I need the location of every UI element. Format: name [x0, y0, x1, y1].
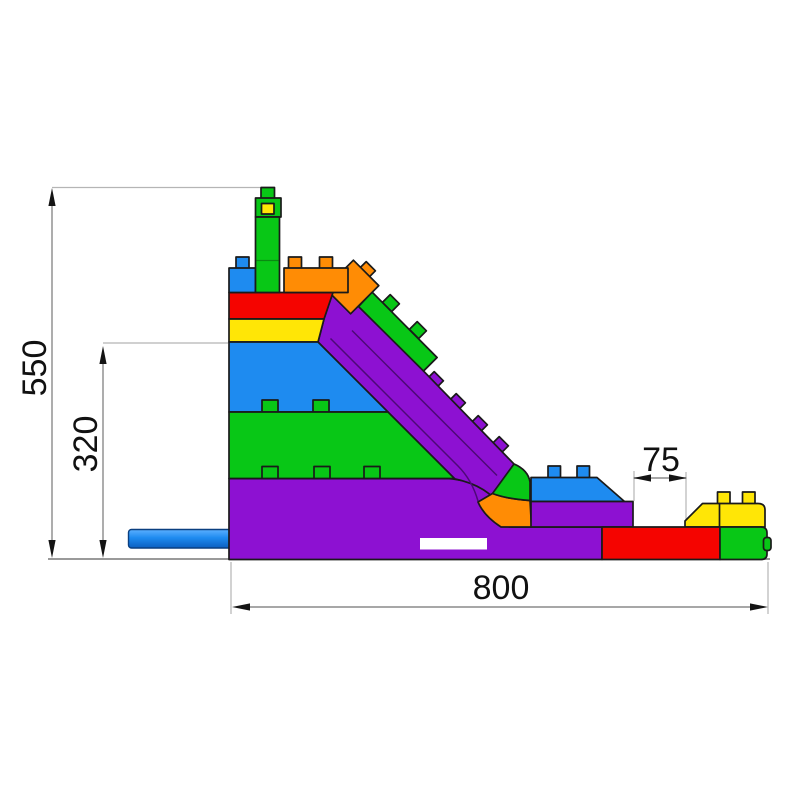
slide-ramp — [317, 259, 533, 528]
tower-chimney — [254, 186, 282, 294]
end-stud-icon — [741, 491, 756, 505]
dimension-extension-lines — [52, 186, 769, 614]
ramp-seam — [329, 337, 479, 502]
dimension-label-platform-height: 320 — [67, 416, 105, 473]
end-stud-icon — [716, 491, 731, 505]
arrowhead-up-icon — [99, 346, 107, 364]
runout-floor — [601, 491, 772, 561]
dimension-label-runout-gap: 75 — [642, 441, 680, 479]
end-block-yellow — [684, 491, 766, 528]
arrowhead-down-icon — [99, 540, 107, 558]
landing-block-blue — [530, 476, 626, 503]
tower-stud-icon — [363, 465, 381, 480]
landing-block-purple — [530, 500, 634, 528]
floor-block-green — [719, 526, 768, 561]
chimney-column — [254, 216, 281, 294]
chimney-window — [260, 202, 275, 215]
floor-bump-icon — [762, 536, 772, 552]
dimension-overall-length: 800 — [232, 569, 768, 611]
ramp-curve-green — [491, 463, 531, 502]
tower-stud-icon — [261, 465, 279, 480]
tower-layer-red — [228, 291, 334, 320]
end-block-yellow-body — [684, 502, 766, 528]
arrowhead-right-icon — [750, 603, 768, 611]
arrowhead-up-icon — [48, 188, 56, 206]
base-vent-panel — [420, 538, 487, 550]
dimension-platform-height: 320 — [67, 346, 107, 558]
tower-stud-icon — [313, 465, 331, 480]
arrowhead-left-icon — [232, 603, 250, 611]
tower-stud-icon — [312, 399, 330, 413]
tower-layer-yellow — [228, 318, 325, 343]
floor-block-red — [601, 526, 721, 561]
arrowhead-left-icon — [633, 474, 651, 482]
landing-stud-icon — [547, 465, 562, 479]
tower-layer-green — [228, 411, 456, 480]
dimension-overall-height: 550 — [16, 188, 56, 558]
arrowhead-down-icon — [48, 540, 56, 558]
tower-stud-icon — [261, 399, 279, 413]
dimension-runout-gap: 75 — [633, 441, 687, 482]
dimension-label-overall-length: 800 — [473, 569, 530, 607]
deck-block-orange — [283, 267, 349, 294]
ramp-seam — [351, 329, 498, 477]
top-block-blue — [228, 267, 257, 294]
climb-tower — [228, 186, 456, 480]
blower-tube — [127, 528, 234, 549]
arrowhead-right-icon — [669, 474, 687, 482]
dimension-label-overall-height: 550 — [16, 340, 54, 397]
landing-stud-icon — [576, 465, 591, 479]
landing-section — [530, 465, 634, 528]
